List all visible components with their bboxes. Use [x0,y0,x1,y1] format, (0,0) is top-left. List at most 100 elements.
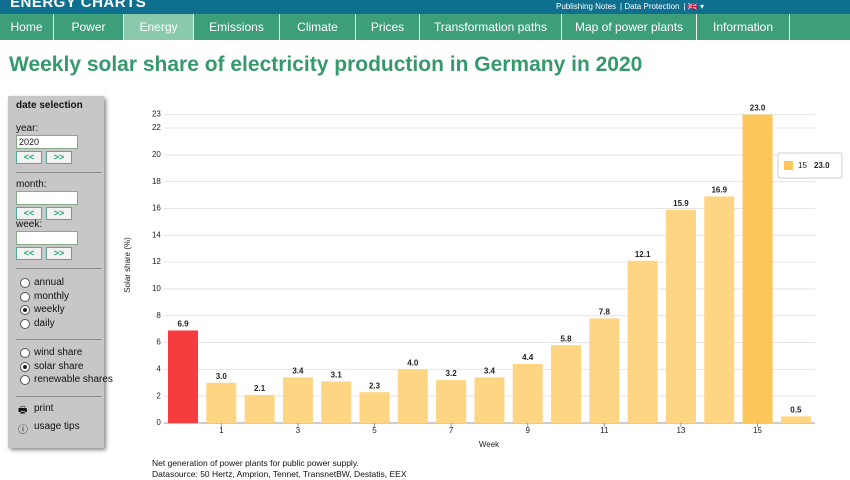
print-icon: 🖶 [18,405,28,416]
bar [321,381,352,423]
next-button[interactable]: >> [46,247,72,260]
value-label: 3.0 [216,372,228,381]
footnote: Net generation of power plants for publi… [152,458,359,468]
y-tick-label: 18 [152,177,161,186]
print-link[interactable]: print [34,403,54,414]
nav-item[interactable]: Transformation paths [420,14,562,40]
year-select[interactable]: 2020 [16,135,78,149]
bar [704,196,735,423]
nav-item[interactable]: Information [697,14,790,40]
label: month: [16,179,47,190]
radio-label[interactable]: monthly [34,290,70,302]
x-tick-label: 11 [600,426,609,435]
y-axis-label: Solar share (%) [123,237,132,293]
separator [16,268,102,269]
y-tick-label: 16 [152,204,161,213]
radio-label[interactable]: solar share [34,360,84,372]
tooltip-category: 15 [798,161,807,170]
value-label: 16.9 [711,186,727,195]
nav-item[interactable]: Prices [356,14,420,40]
nav-item[interactable]: Power [54,14,124,40]
radio[interactable] [20,305,30,315]
bar [359,392,390,423]
prev-button[interactable]: << [16,247,42,260]
link[interactable]: Data Protection [624,2,680,11]
y-tick-label: 20 [152,150,161,159]
usage-tips-link[interactable]: usage tips [34,421,80,432]
brand[interactable]: ENERGY CHARTS [10,0,147,11]
bar [206,382,237,423]
nav-item[interactable]: Emissions [194,14,280,40]
value-label: 2.1 [254,384,266,393]
value-label: 4.4 [522,353,534,362]
footnote: Datasource: 50 Hertz, Amprion, Tennet, T… [152,469,407,479]
radio-label[interactable]: annual [34,277,65,288]
bar [436,380,467,423]
x-tick-label: 5 [372,426,377,435]
next-button[interactable]: >> [46,207,72,220]
prev-button[interactable]: << [16,207,42,220]
bar [551,345,582,423]
y-tick-label: 23 [152,110,161,119]
value-label: 3.2 [446,369,458,378]
bar [282,377,313,423]
bar [474,377,505,423]
link[interactable]: Publishing Notes [556,2,617,11]
bar [589,318,620,423]
nav-item[interactable]: Energy [124,14,194,40]
x-tick-label: 15 [753,426,762,435]
y-tick-label: 6 [156,338,161,347]
page-title: Weekly solar share of electricity produc… [9,53,643,76]
month-select[interactable] [16,191,78,205]
x-tick-label: 13 [676,426,685,435]
value-label: 12.1 [635,250,651,259]
radio[interactable] [20,348,30,358]
y-tick-label: 2 [156,391,161,400]
y-tick-label: 14 [152,230,161,239]
label: week: [16,219,43,230]
sidebar-heading: date selection [16,100,83,111]
value-label: 3.4 [484,367,496,376]
bar [742,114,773,423]
value-label: 3.4 [292,367,304,376]
x-tick-label: 3 [296,426,301,435]
y-tick-label: 0 [156,418,161,427]
nav-item[interactable]: Home [0,14,54,40]
radio-label[interactable]: wind share [34,347,83,358]
label: year: [16,123,39,134]
radio[interactable] [20,375,30,385]
value-label: 23.0 [750,104,766,113]
x-tick-label: 7 [449,426,454,435]
y-tick-label: 22 [152,123,161,132]
separator [16,396,102,397]
week-select[interactable] [16,231,78,245]
nav-item[interactable]: Climate [280,14,356,40]
next-button[interactable]: >> [46,151,72,164]
bar [512,364,543,423]
y-tick-label: 4 [156,364,161,373]
radio[interactable] [20,361,30,372]
y-tick-label: 12 [152,257,161,266]
value-label: 5.8 [560,334,572,343]
top-bar: ENERGY CHARTS Publishing Notes | Data Pro… [0,0,850,14]
bar [168,330,199,423]
sidebar: date selection year: 2020 << >> month: <… [8,96,113,448]
radio-label[interactable]: daily [34,317,55,329]
chart: Solar share (%) Week 0 2 4 6 8 10 12 14 16 18 20 22… [123,104,843,449]
radio-label[interactable]: weekly [34,304,65,315]
nav-item[interactable]: Map of power plants [562,14,697,40]
radio[interactable] [20,318,30,329]
tooltip-swatch [784,161,793,170]
radio[interactable] [20,278,30,288]
radio[interactable] [20,291,30,302]
x-axis-label: Week [479,440,500,449]
value-label: 6.9 [177,320,189,329]
x-tick-label: 9 [526,426,531,435]
tooltip [777,152,843,179]
x-tick-label: 1 [219,426,224,435]
separator [16,172,102,173]
radio-label[interactable]: renewable shares [34,374,113,385]
y-tick-label: 10 [152,284,161,293]
prev-button[interactable]: << [16,151,42,164]
